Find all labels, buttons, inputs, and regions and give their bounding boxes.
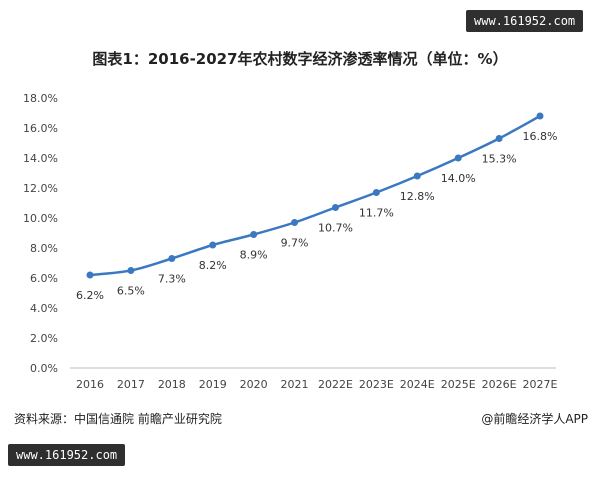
y-tick-label: 6.0% xyxy=(30,272,58,285)
data-point xyxy=(250,231,258,238)
x-tick-label: 2026E xyxy=(482,378,517,391)
data-point xyxy=(168,255,176,262)
y-tick-label: 18.0% xyxy=(23,92,58,105)
data-point xyxy=(454,154,462,162)
data-point xyxy=(331,204,339,211)
data-label: 10.7% xyxy=(318,222,353,235)
series-line xyxy=(89,114,541,277)
chart-title: 图表1：2016-2027年农村数字经济渗透率情况（单位：%） xyxy=(92,50,508,68)
source-note: 资料来源：中国信通院 前瞻产业研究院 xyxy=(14,412,222,426)
data-label: 12.8% xyxy=(400,190,435,203)
x-tick-label: 2025E xyxy=(441,378,476,391)
watermark-top: www.161952.com xyxy=(466,10,584,32)
y-tick-label: 2.0% xyxy=(30,332,58,345)
y-tick-label: 16.0% xyxy=(23,122,58,135)
line-chart: 0.0% 2.0% 4.0% 6.0% 8.0% 10.0% 12.0% 14.0% 16.0%… xyxy=(23,92,558,391)
data-point xyxy=(372,189,380,196)
data-point xyxy=(536,112,544,120)
data-label: 6.2% xyxy=(76,289,104,302)
data-point xyxy=(413,172,421,180)
data-label: 15.3% xyxy=(482,153,517,166)
data-label: 7.3% xyxy=(158,273,186,286)
x-tick-label: 2016 xyxy=(76,378,104,391)
data-point xyxy=(291,219,299,226)
x-tick-label: 2019 xyxy=(199,378,227,391)
brand-note: @前瞻经济学人APP xyxy=(481,412,588,426)
data-point xyxy=(495,135,503,142)
y-tick-label: 4.0% xyxy=(30,302,58,315)
x-tick-label: 2021 xyxy=(281,378,309,391)
x-tick-label: 2022E xyxy=(318,378,353,391)
y-tick-label: 14.0% xyxy=(23,152,58,165)
data-label: 11.7% xyxy=(359,207,394,220)
x-tick-label: 2024E xyxy=(400,378,435,391)
y-tick-label: 0.0% xyxy=(30,362,58,375)
y-tick-label: 10.0% xyxy=(23,212,58,225)
data-label: 6.5% xyxy=(117,285,145,298)
data-point xyxy=(86,271,94,279)
data-label: 14.0% xyxy=(441,172,476,185)
data-label: 8.9% xyxy=(240,249,268,262)
x-tick-label: 2017 xyxy=(117,378,145,391)
data-label: 16.8% xyxy=(523,130,558,143)
data-label: 8.2% xyxy=(199,259,227,272)
watermark-bottom: www.161952.com xyxy=(8,444,126,466)
y-tick-label: 8.0% xyxy=(30,242,58,255)
data-label: 9.7% xyxy=(281,237,309,250)
x-tick-label: 2018 xyxy=(158,378,186,391)
data-point xyxy=(127,267,135,274)
y-tick-label: 12.0% xyxy=(23,182,58,195)
data-point xyxy=(209,241,217,249)
x-tick-label: 2023E xyxy=(359,378,394,391)
x-tick-label: 2020 xyxy=(240,378,268,391)
x-tick-label: 2027E xyxy=(523,378,558,391)
